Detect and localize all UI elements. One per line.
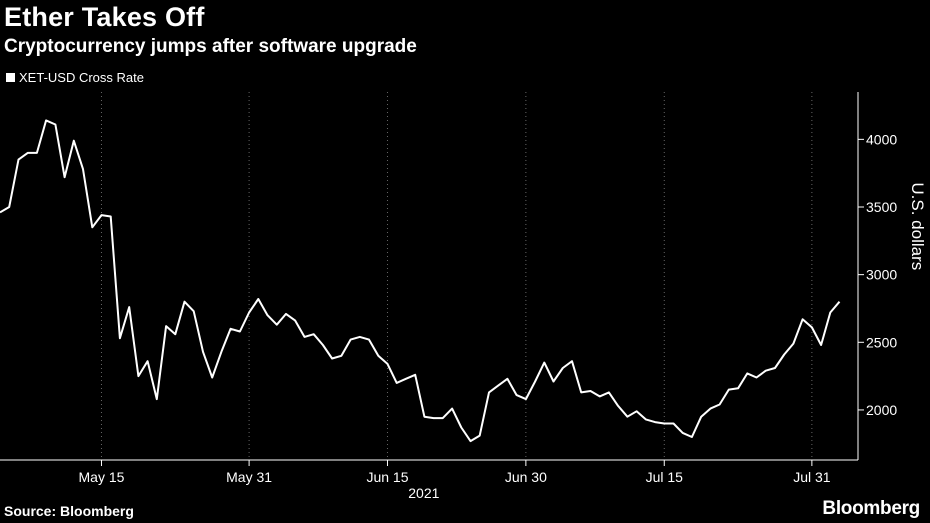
y-tick-label: 3500: [866, 199, 897, 215]
x-tick-label: Jul 31: [793, 469, 831, 485]
brand-logo: Bloomberg: [822, 498, 920, 519]
axes: May 15 May 31 Jun 15 Jun 30 Jul 15 Jul 31 2000…: [0, 92, 897, 485]
legend-swatch: [6, 73, 15, 82]
y-axis-title: U.S. dollars: [908, 182, 927, 270]
x-tick-label: May 31: [226, 469, 272, 485]
series-layer: [0, 119, 841, 443]
x-axis-title: 2021: [408, 485, 439, 501]
series-line: [0, 119, 841, 443]
x-tick-label: Jun 15: [366, 469, 408, 485]
x-tick-label: May 15: [79, 469, 125, 485]
y-tick-label: 3000: [866, 267, 897, 283]
x-tick-label: Jun 30: [505, 469, 547, 485]
x-tick-label: Jul 15: [646, 469, 684, 485]
legend-label: XET-USD Cross Rate: [19, 70, 144, 85]
chart-subtitle: Cryptocurrency jumps after software upgr…: [4, 36, 417, 57]
y-tick-label: 4000: [866, 131, 897, 147]
grid-lines: [100, 92, 813, 460]
legend: XET-USD Cross Rate: [6, 70, 144, 85]
chart-title: Ether Takes Off: [4, 2, 205, 32]
y-tick-label: 2500: [866, 334, 897, 350]
source-note: Source: Bloomberg: [4, 503, 134, 519]
y-tick-label: 2000: [866, 402, 897, 418]
